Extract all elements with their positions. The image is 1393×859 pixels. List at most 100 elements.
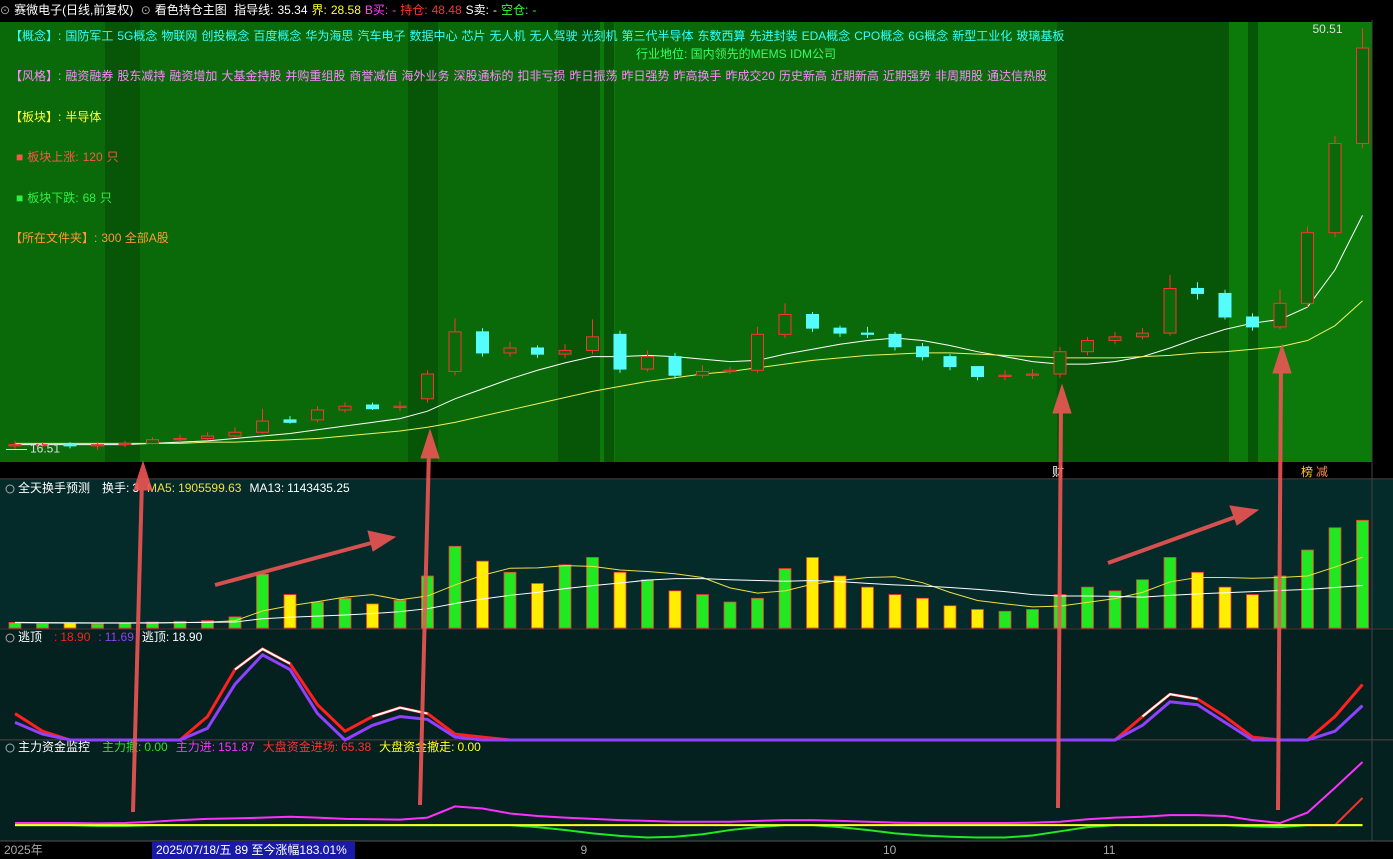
concept: 无人机 <box>489 29 526 43</box>
volume-bar <box>1246 594 1259 629</box>
candle-body <box>366 404 379 410</box>
candle-body <box>1218 292 1232 318</box>
arrow-head <box>1272 343 1292 374</box>
volume-bar <box>1191 571 1204 629</box>
volume-bar <box>503 571 517 629</box>
style-tag: 海外业务 <box>401 69 450 83</box>
arrow-head <box>1229 505 1260 526</box>
rise-label: 板块上涨: <box>27 150 79 164</box>
bullet: ■ <box>16 191 24 205</box>
style-tag: 商誉减值 <box>349 69 398 83</box>
header-value: 48.48 <box>431 3 462 17</box>
candle-body <box>503 347 517 354</box>
panel-icon <box>5 484 15 494</box>
volume-bar <box>146 621 159 629</box>
sector: 半导体 <box>65 110 102 124</box>
band-dark <box>604 22 614 462</box>
concept: 5G概念 <box>117 29 158 43</box>
stock-name: 赛微电子(日线,前复权) <box>14 3 134 17</box>
panel-title: 全天换手预测 <box>18 480 90 495</box>
concept: 6G概念 <box>908 29 949 43</box>
candle-body <box>531 347 544 355</box>
legend-name: 主力撤: <box>102 739 141 754</box>
concept: 无人驾驶 <box>529 29 578 43</box>
band-dark <box>558 22 600 462</box>
candle-body <box>1108 336 1122 342</box>
indicator-name: 看色持仓主图 <box>154 3 227 17</box>
legend-name: 逃顶: <box>142 630 169 644</box>
fall-label: 板块下跌: <box>27 191 79 205</box>
panel-icon <box>5 743 15 753</box>
candle-body <box>1301 232 1314 304</box>
volume-bar <box>1328 527 1342 629</box>
style-tag: 昨日振荡 <box>569 69 618 83</box>
concept-row: 【概念】: 国防军工 5G概念 物联网 创投概念 百度概念 华为海思 汽车电子 数据中心 芯片 无人… <box>10 27 1072 44</box>
candle-body <box>228 431 242 437</box>
volume-bar <box>861 586 874 629</box>
candle-body <box>696 371 709 376</box>
style-tag: 大基金持股 <box>221 69 282 83</box>
style-tag: 融资融券 <box>65 69 114 83</box>
candle-body <box>91 444 104 447</box>
style-tag: 近期新高 <box>830 69 879 83</box>
status-box <box>152 842 355 859</box>
legend-name: : <box>98 630 101 644</box>
volume-bar <box>1356 519 1369 629</box>
panel-icon <box>5 633 15 643</box>
arrow <box>214 540 376 587</box>
candle-body <box>558 349 572 355</box>
band-mid <box>0 22 105 462</box>
series-line <box>15 300 1363 444</box>
concept: 玻璃基板 <box>1016 29 1065 43</box>
concept: 先进封装 <box>749 29 798 43</box>
low-label: 16.51 <box>30 442 60 456</box>
legend-value: 1905599.63 <box>178 481 242 495</box>
volume-bar <box>833 575 847 629</box>
band-dark <box>105 22 140 462</box>
candle-body <box>283 419 297 423</box>
candle-body <box>1273 302 1287 328</box>
candle-body <box>586 336 599 351</box>
panel-title: 主力资金监控 <box>18 739 90 754</box>
concept: 创投概念 <box>201 29 250 43</box>
header-label: 指导线: <box>234 3 274 17</box>
volume-bar <box>696 594 709 629</box>
header-label: 空仓: <box>500 3 529 17</box>
candle-body <box>118 442 132 446</box>
candle-body <box>448 331 462 373</box>
x-tick-label: 11 <box>1103 843 1116 857</box>
icon: ⊙ <box>140 3 151 17</box>
series-line <box>14 578 1363 624</box>
arrow <box>1056 404 1063 809</box>
candle-body <box>1356 47 1369 144</box>
volume-bar <box>723 601 737 629</box>
volume-bar <box>1081 586 1094 629</box>
candle-body <box>476 331 489 354</box>
volume-bar <box>1108 590 1122 629</box>
arrow-head <box>367 530 397 552</box>
arrow-head <box>1052 383 1072 414</box>
concept: 第三代半导体 <box>621 29 694 43</box>
candle-body <box>1191 287 1204 294</box>
x-tick-label: 10 <box>883 843 897 857</box>
series-line <box>14 652 1364 742</box>
series-line <box>1141 693 1198 718</box>
concept-list: 国防军工 5G概念 物联网 创投概念 百度概念 华为海思 汽车电子 数据中心 芯片 无人机 无人驾驶… <box>65 29 1068 43</box>
header-label: 持仓: <box>400 3 428 17</box>
folder: 300 全部A股 <box>101 231 169 245</box>
volume-bar <box>366 603 379 629</box>
legend-name: MA5: <box>147 481 175 495</box>
annotation-arrows <box>131 343 1292 813</box>
volume-bar <box>806 557 819 629</box>
style-tag: 非周期股 <box>934 69 983 83</box>
series-line <box>14 556 1363 624</box>
style-tag: 融资增加 <box>169 69 218 83</box>
rise-count: 120 <box>82 150 103 164</box>
series-line <box>15 761 1364 825</box>
rise-row: ■ 板块上涨: 120 只 <box>16 148 123 165</box>
style-tag: 昨日强势 <box>621 69 670 83</box>
candle-body <box>1136 332 1149 338</box>
candle-body <box>723 369 737 373</box>
fall-unit: 只 <box>99 191 112 205</box>
candle-body <box>421 373 434 400</box>
